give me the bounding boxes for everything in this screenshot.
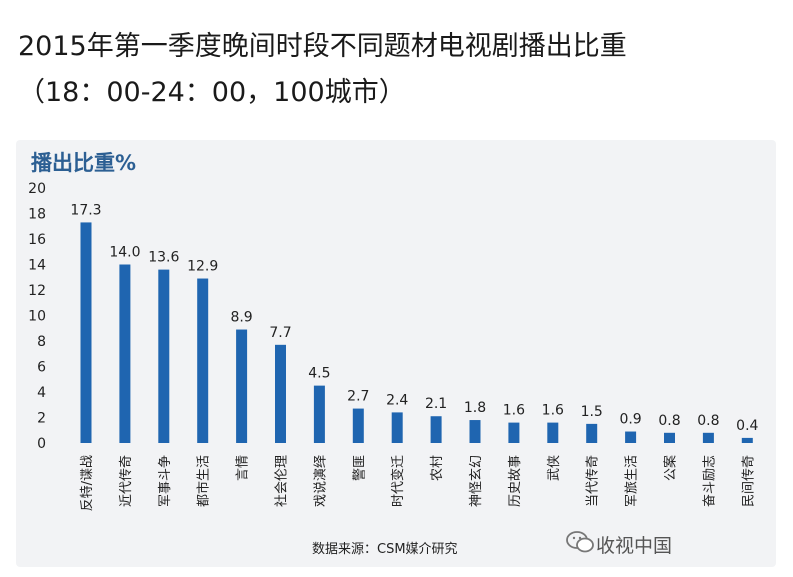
y-tick-label: 2: [37, 411, 46, 427]
x-tick-label: 当代传奇: [585, 455, 601, 507]
value-label: 12.9: [187, 259, 218, 275]
x-tick-label: 奋斗励志: [702, 455, 717, 507]
value-label: 0.8: [658, 413, 680, 429]
x-tick-labels: 反特/谍战 近代传奇 军事斗争 都市生活 言情 社会伦理 戏说演绎 警匪 时代变迁 农村 神怪玄幻 历…: [80, 455, 756, 511]
value-label: 1.6: [503, 403, 525, 419]
value-label: 2.7: [347, 389, 369, 405]
x-tick-label: 农村: [430, 455, 445, 481]
x-tick-label: 戏说演绎: [312, 455, 328, 507]
bar: [664, 432, 675, 443]
y-tick-label: 4: [37, 385, 46, 401]
bar: [625, 431, 637, 443]
y-tick-label: 6: [37, 360, 46, 376]
value-label: 1.5: [581, 404, 603, 420]
value-label: 4.5: [308, 366, 330, 382]
x-tick-label: 神怪玄幻: [469, 455, 484, 507]
value-label: 13.6: [148, 250, 179, 266]
value-labels: 17.3 14.0 13.6 12.9 8.9 7.7 4.5 2.7 2.4 2.1 1.8 1.6…: [70, 202, 758, 433]
y-ticks: 0 2 4 6 8 10 12 14 16 18 20: [28, 181, 46, 452]
value-label: 7.7: [269, 325, 291, 341]
value-label: 8.9: [230, 310, 252, 326]
bar: [469, 420, 481, 443]
x-tick-label: 民间传奇: [740, 455, 756, 507]
bar: [236, 329, 248, 443]
bar: [547, 422, 559, 443]
bar: [197, 278, 209, 443]
x-tick-label: 历史故事: [508, 455, 523, 507]
x-tick-label: 言情: [236, 455, 251, 481]
bar: [702, 432, 714, 443]
bar: [586, 423, 598, 443]
chart-subtitle: （18：00-24：00，100城市）: [18, 77, 406, 108]
x-tick-label: 公案: [664, 455, 679, 481]
value-label: 14.0: [109, 245, 140, 261]
wechat-icon: [566, 531, 594, 553]
x-tick-label: 武侠: [547, 455, 562, 481]
bar: [80, 222, 92, 443]
bars: [80, 222, 753, 443]
value-label: 17.3: [70, 202, 101, 218]
bar: [741, 437, 753, 443]
y-tick-label: 16: [28, 232, 46, 248]
watermark: 收视中国: [596, 535, 673, 557]
y-tick-label: 18: [28, 207, 46, 223]
bar: [391, 412, 403, 443]
x-tick-label: 军事斗争: [158, 455, 173, 507]
chart-title: 2015年第一季度晚间时段不同题材电视剧播出比重: [18, 31, 627, 62]
value-label: 1.8: [464, 400, 486, 416]
value-label: 0.9: [619, 412, 641, 428]
x-tick-label: 都市生活: [196, 455, 212, 507]
value-label: 0.8: [697, 413, 719, 429]
chart-panel: [16, 140, 776, 567]
y-tick-label: 20: [28, 181, 46, 197]
y-tick-label: 14: [28, 258, 46, 274]
x-tick-label: 警匪: [351, 455, 367, 481]
x-tick-label: 时代变迁: [390, 455, 406, 507]
bar: [352, 408, 364, 443]
y-tick-label: 0: [37, 436, 46, 452]
value-label: 0.4: [736, 418, 758, 434]
bar: [119, 264, 131, 443]
x-tick-label: 社会伦理: [274, 455, 290, 507]
x-tick-label: 近代传奇: [118, 455, 134, 507]
y-axis-label: 播出比重%: [31, 151, 137, 175]
y-tick-label: 8: [37, 334, 46, 350]
bar: [158, 269, 170, 443]
x-tick-label: 军旅生活: [625, 455, 640, 507]
bar: [508, 422, 520, 443]
bar: [430, 416, 442, 443]
value-label: 1.6: [542, 403, 564, 419]
data-source: 数据来源：CSM媒介研究: [312, 542, 458, 557]
value-label: 2.1: [425, 396, 447, 412]
bar: [275, 344, 286, 443]
bar: [313, 385, 325, 443]
y-tick-label: 10: [28, 309, 46, 325]
value-label: 2.4: [386, 392, 408, 408]
x-tick-label: 反特/谍战: [80, 455, 95, 511]
y-tick-label: 12: [28, 283, 46, 299]
